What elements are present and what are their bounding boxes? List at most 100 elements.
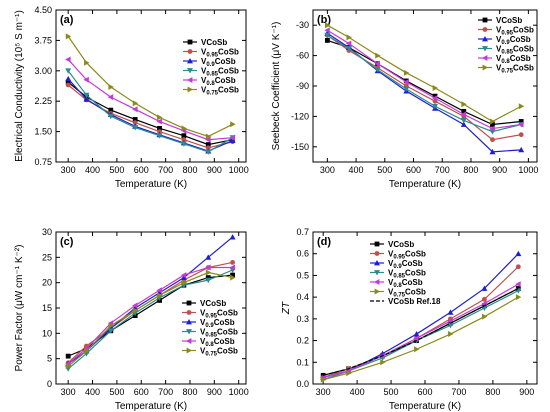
data-point (205, 142, 211, 147)
series-line-1 (327, 34, 522, 141)
x-tick-label: 800 (485, 387, 500, 397)
data-point (447, 309, 454, 315)
legend-marker (374, 270, 380, 276)
x-tick-label: 800 (182, 165, 197, 175)
chart-panel-a: 300 400 500 600 700 800 900 1000 0.75 1.50 2.25 3.0… (14, 5, 249, 190)
legend-entry-subscript: 0.9 (501, 40, 510, 46)
series-line-5 (327, 24, 522, 123)
data-point (108, 107, 114, 113)
y-tick-label: 10 (42, 328, 52, 338)
legend-entry-subscript: 0.9 (206, 62, 215, 68)
legend-entry-main: V (496, 64, 502, 73)
legend-entry-subscript: 0.85 (393, 274, 405, 280)
x-tick-label: 900 (207, 165, 222, 175)
y-tick-label: 0.75 (34, 157, 52, 167)
legend-entry-main: V (496, 54, 502, 63)
data-point (65, 75, 72, 82)
legend-entry-main: V (201, 38, 207, 47)
data-point (205, 136, 211, 143)
y-tick-label: 0.5 (296, 270, 309, 280)
legend-entry: V0.8CoSb (200, 337, 235, 348)
legend-entry-rest: CoSb (405, 250, 426, 259)
data-point (403, 86, 410, 93)
legend-entry-subscript: 0.8 (205, 342, 214, 348)
data-point (65, 363, 72, 370)
legend-entry-rest: CoSb (393, 240, 414, 249)
data-point (107, 113, 114, 120)
legend-entry-rest: CoSb (214, 337, 235, 346)
legend-entry-subscript: 0.85 (501, 50, 513, 56)
series-line-0 (327, 39, 522, 126)
data-point (205, 275, 211, 280)
legend-entry-rest: CoSb (205, 299, 226, 308)
data-point (65, 68, 72, 74)
y-axis-label: Power Factor (μW cm⁻¹ K⁻²) (14, 245, 25, 372)
x-tick-label: 500 (109, 165, 124, 175)
data-point (157, 292, 163, 299)
y-tick-label: 0.1 (296, 357, 309, 367)
data-point (447, 322, 454, 329)
data-point (413, 331, 420, 337)
data-point (83, 76, 89, 83)
data-point (107, 94, 114, 101)
legend-marker (186, 347, 192, 354)
series-line-0 (67, 274, 233, 357)
legend-marker (482, 46, 488, 52)
legend-entry-rest: CoSb (513, 45, 534, 54)
data-point (180, 141, 187, 147)
plot-frame (55, 9, 247, 163)
y-tick-label: 4.50 (34, 5, 52, 15)
legend-marker (187, 86, 193, 93)
legend-entry: V0.95CoSb (388, 250, 426, 261)
data-point (132, 100, 139, 107)
x-tick-label: 400 (350, 387, 365, 397)
data-point (205, 133, 212, 140)
legend-entry: V0.8CoSb (201, 76, 236, 87)
data-point (345, 46, 352, 52)
legend-entry: V0.9CoSb (201, 57, 236, 68)
legend-entry-subscript: 0.8 (501, 59, 510, 65)
data-point (374, 67, 381, 73)
x-tick-label: 300 (61, 387, 76, 397)
data-point (403, 78, 409, 85)
legend-entry-rest: CoSb (217, 309, 238, 318)
x-tick-label: 1000 (229, 387, 249, 397)
y-tick-label: 30 (42, 227, 52, 237)
y-tick-label: 0.6 (296, 249, 309, 259)
data-point (65, 56, 71, 63)
data-point (230, 260, 236, 265)
x-axis-label: Temperature (K) (115, 401, 187, 412)
legend-marker (374, 288, 380, 295)
y-tick-label: 0.4 (296, 292, 309, 302)
chart-panel-c: 300 400 500 600 700 800 900 1000 0 5 10 15 20 25 30 Tem… (14, 227, 249, 412)
y-tick-label: -90 (296, 81, 309, 91)
legend-entry: VCoSb Ref.18 (388, 297, 441, 306)
data-point (489, 125, 495, 132)
legend-entry-rest: CoSb (405, 288, 426, 297)
legend-entry-subscript: 0.75 (206, 91, 218, 97)
x-tick-label: 800 (182, 387, 197, 397)
data-point (515, 250, 522, 257)
y-axis-label: Seebeck Coefficient (μV K⁻¹) (271, 22, 282, 151)
legend-entry-main: V (388, 250, 394, 259)
legend-entry: V0.95CoSb (496, 26, 534, 37)
data-point (515, 281, 521, 288)
x-tick-label: 300 (316, 387, 331, 397)
data-point (460, 111, 467, 118)
data-point (205, 254, 212, 260)
x-axis-label: Temperature (K) (115, 179, 187, 190)
legend-marker (187, 58, 193, 64)
data-point (180, 272, 187, 279)
legend-entry-main: VCoSb Ref.18 (388, 297, 441, 306)
data-point (157, 125, 162, 131)
data-point (132, 106, 138, 113)
data-point (65, 82, 71, 88)
legend-marker (374, 251, 380, 256)
legend-entry-main: V (201, 86, 207, 95)
legend-entry-main: V (200, 309, 206, 318)
x-tick-label: 700 (451, 387, 466, 397)
legend-entry-rest: CoSb (510, 35, 531, 44)
data-point (481, 296, 487, 302)
legend-entry-rest: CoSb (513, 64, 534, 73)
y-tick-label: -30 (296, 20, 309, 30)
